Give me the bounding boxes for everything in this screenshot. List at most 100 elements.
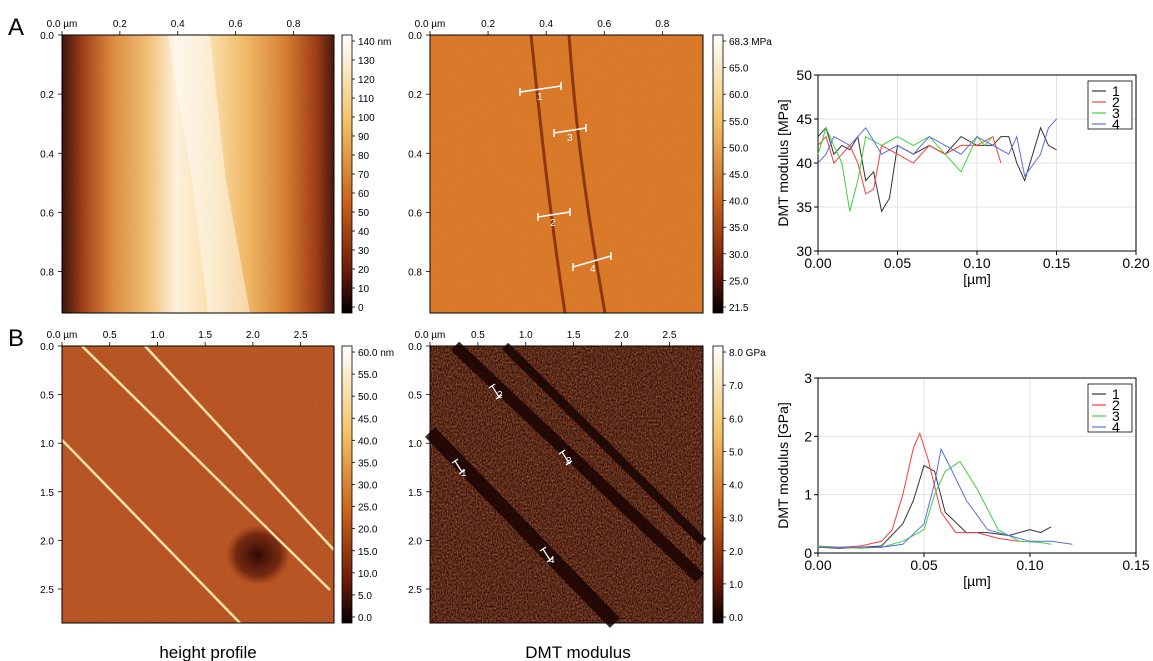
chart-a-series-4-line	[817, 118, 1057, 178]
b-height-colorbar-tick-label: 5.0	[358, 591, 372, 602]
a-modulus-y-tick-label: 0.6	[408, 208, 422, 219]
b-height-colorbar-tick-label: 0.0	[358, 613, 372, 624]
b-modulus-y-tick-label: 2.0	[408, 536, 422, 547]
a-height-x-tick-label: 0.2	[113, 19, 127, 30]
a-height-x-tick-label: 0.0 µm	[47, 19, 78, 30]
b-modulus-x-tick-label: 1.0	[519, 330, 533, 341]
chart-b-series-3-line	[817, 460, 1052, 549]
b-height-colorbar-tick-label: 35.0	[358, 458, 378, 469]
chart-a-y-tick-label: 45	[796, 111, 812, 127]
a-height-y-tick-label: 0.0	[40, 31, 54, 42]
b-height-colorbar-tick-label: 60.0 nm	[358, 348, 394, 359]
fibre-edge-left	[529, 34, 567, 314]
panel-letter-a: A	[8, 14, 24, 41]
a-height-colorbar-tick-label: 50	[358, 208, 370, 219]
b-height-colorbar-tick-label: 45.0	[358, 414, 378, 425]
a-height-colorbar-tick-label: 100	[358, 113, 375, 124]
b-modulus-y-tick-label: 1.0	[408, 439, 422, 450]
a-height-colorbar-tick-label: 0	[358, 303, 364, 314]
profile-label-3: 3	[566, 456, 572, 467]
a-modulus-colorbar-tick-label: 30.0	[729, 250, 749, 261]
a-modulus-colorbar-tick-label: 60.0	[729, 90, 749, 101]
chart-a-series-3-line	[817, 126, 994, 212]
a-modulus-x-tick-label: 0.4	[539, 19, 553, 30]
a-modulus-x-tick-label: 0.8	[655, 19, 669, 30]
b-height-colorbar-tick-label: 25.0	[358, 503, 378, 514]
a-height-y-tick-label: 0.8	[40, 268, 54, 279]
chart-b-y-tick-label: 1	[804, 487, 812, 503]
chart-b-x-tick-label: 0.05	[910, 557, 937, 573]
chart-b-series-1-line	[817, 464, 1052, 549]
chart-a-x-tick-label: 0.10	[963, 255, 990, 271]
chart-a-y-tick-label: 30	[796, 243, 812, 259]
b-modulus-x-tick-label: 2.5	[663, 330, 677, 341]
b-modulus-colorbar-tick-label: 5.0	[729, 447, 743, 458]
a-height-x-tick-label: 0.4	[171, 19, 185, 30]
a-height-colorbar-tick-label: 140 nm	[358, 37, 391, 48]
b-height-y-tick-label: 1.0	[40, 439, 54, 450]
b-modulus-colorbar-tick-label: 0.0	[729, 613, 743, 624]
a-height-x-tick-label: 0.8	[287, 19, 301, 30]
chart-a-modulus-profiles: 0.00 0.05 0.10 0.15 0.20 30 35 40 45 50 [µm] DMT mo…	[775, 67, 1150, 287]
panel-a-modulus-map: 1 2 3 4 0.0 µm 0.2 0.4 0.6 0.8 0.0 0.2 0.4 0.6 0…	[408, 19, 704, 314]
a-modulus-colorbar-tick-label: 25.0	[729, 276, 749, 287]
chart-a-x-tick-label: 0.20	[1122, 255, 1149, 271]
b-modulus-x-tick-label: 1.5	[567, 330, 581, 341]
a-modulus-colorbar-tick-label: 21.5	[729, 303, 749, 314]
chart-a-x-axis-label: [µm]	[963, 271, 991, 287]
chart-a-y-axis-label: DMT modulus [MPa]	[775, 99, 791, 226]
b-height-x-tick-label: 2.5	[294, 330, 308, 341]
chart-a-y-tick-label: 40	[796, 155, 812, 171]
chart-a-y-tick-label: 35	[796, 199, 812, 215]
chart-b-y-tick-label: 3	[804, 370, 812, 386]
b-height-colorbar-tick-label: 50.0	[358, 392, 378, 403]
b-height-colorbar-tick-label: 30.0	[358, 481, 378, 492]
a-height-colorbar-tick-label: 40	[358, 227, 370, 238]
a-height-colorbar-tick-label: 30	[358, 246, 370, 257]
chart-a-legend-label: 3	[1112, 105, 1120, 121]
b-modulus-colorbar-tick-label: 3.0	[729, 514, 743, 525]
fibre-bright-band	[168, 35, 250, 313]
b-height-colorbar-tick-label: 20.0	[358, 525, 378, 536]
caption-dmt-modulus: DMT modulus	[525, 643, 631, 661]
a-modulus-y-tick-label: 0.8	[408, 268, 422, 279]
profile-label-4: 4	[549, 555, 555, 566]
a-height-colorbar-tick-label: 70	[358, 170, 370, 181]
panel-b-modulus-map: 1 2 3 4 0.0 µm 0.5 1.0 1.5 2.0 2.5 0.0 0.5 1.0 1…	[408, 330, 707, 628]
a-height-colorbar-tick-label: 60	[358, 189, 370, 200]
a-height-colorbar-tick-label: 90	[358, 132, 370, 143]
caption-height-profile: height profile	[159, 643, 256, 661]
b-height-y-tick-label: 0.0	[40, 342, 54, 353]
chart-b-x-tick-label: 0.00	[804, 557, 831, 573]
b-height-x-tick-label: 0.0 µm	[47, 330, 78, 341]
a-height-y-tick-label: 0.4	[40, 149, 54, 160]
chart-a-legend-label: 4	[1112, 116, 1120, 132]
b-modulus-y-tick-label: 1.5	[408, 488, 422, 499]
a-modulus-x-tick-label: 0.0 µm	[415, 19, 446, 30]
b-modulus-y-tick-label: 0.0	[408, 342, 422, 353]
chart-a-x-tick-label: 0.15	[1043, 255, 1070, 271]
panel-b-modulus-colorbar: 8.0 GPa 7.0 6.0 5.0 4.0 3.0 2.0 1.0 0.0	[712, 345, 766, 624]
b-height-x-tick-label: 2.0	[246, 330, 260, 341]
chart-a-x-tick-label: 0.05	[884, 255, 911, 271]
chart-b-legend-label: 1	[1112, 386, 1120, 402]
fibre-edge-right	[567, 34, 607, 314]
a-height-x-tick-label: 0.6	[229, 19, 243, 30]
a-modulus-colorbar-tick-label: 45.0	[729, 170, 749, 181]
profile-label-2: 2	[550, 218, 556, 229]
chart-a-legend-label: 2	[1112, 94, 1120, 110]
profile-label-4: 4	[590, 264, 596, 275]
b-modulus-colorbar-tick-label: 7.0	[729, 381, 743, 392]
a-modulus-y-tick-label: 0.0	[408, 31, 422, 42]
a-modulus-y-tick-label: 0.2	[408, 90, 422, 101]
b-modulus-y-tick-label: 0.5	[408, 391, 422, 402]
fibre-channels-b	[424, 341, 707, 628]
b-height-y-tick-label: 2.0	[40, 536, 54, 547]
chart-b-x-axis-label: [µm]	[963, 573, 991, 589]
a-modulus-colorbar-tick-label: 55.0	[729, 117, 749, 128]
profile-label-2: 2	[497, 390, 503, 401]
b-height-x-tick-label: 0.5	[103, 330, 117, 341]
chart-b-legend-label: 2	[1112, 397, 1120, 413]
